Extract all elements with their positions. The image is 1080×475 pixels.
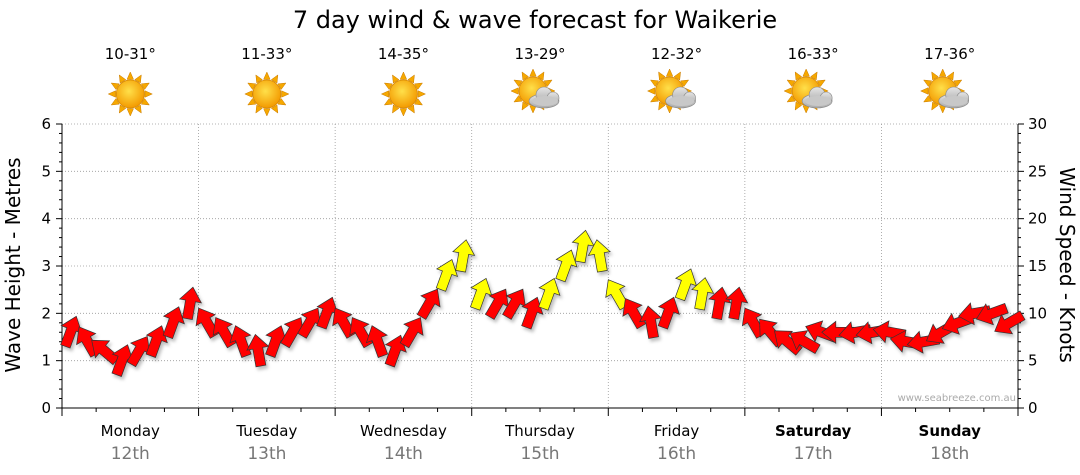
sun-icon bbox=[380, 71, 427, 117]
right-tick-label: 20 bbox=[1028, 210, 1047, 228]
day-name: Friday bbox=[654, 422, 700, 440]
left-tick-label: 2 bbox=[41, 304, 51, 322]
wind-arrow bbox=[657, 296, 680, 330]
left-tick-label: 3 bbox=[41, 257, 51, 275]
left-tick-label: 6 bbox=[41, 115, 51, 133]
day-name: Tuesday bbox=[235, 422, 297, 440]
day-temperature: 16-33° bbox=[788, 45, 839, 63]
partly-cloudy-icon bbox=[920, 68, 970, 114]
wind-arrow bbox=[195, 307, 220, 339]
day-date: 12th bbox=[111, 444, 150, 464]
wind-arrow bbox=[178, 286, 203, 320]
right-tick-label: 5 bbox=[1028, 352, 1038, 370]
wind-arrow bbox=[145, 325, 168, 358]
right-tick-label: 10 bbox=[1028, 304, 1047, 322]
wind-arrow bbox=[332, 307, 357, 339]
day-date: 16th bbox=[657, 444, 696, 464]
day-column-wednesday: 14-35° Wednesday 14th bbox=[360, 45, 447, 464]
day-temperature: 17-36° bbox=[924, 45, 975, 63]
left-tick-label: 5 bbox=[41, 162, 51, 180]
day-date: 18th bbox=[930, 444, 969, 464]
day-temperature: 14-35° bbox=[378, 45, 429, 63]
partly-cloudy-icon bbox=[646, 68, 696, 114]
wind-arrow bbox=[774, 330, 803, 356]
left-tick-label: 0 bbox=[41, 399, 51, 417]
right-tick-label: 30 bbox=[1028, 115, 1047, 133]
day-column-monday: 10-31° Monday 12th bbox=[101, 45, 160, 464]
sun-icon bbox=[107, 71, 153, 117]
wind-arrow bbox=[555, 249, 578, 283]
day-column-tuesday: 11-33° Tuesday 13th bbox=[235, 45, 297, 464]
left-tick-label: 1 bbox=[41, 352, 51, 370]
wind-arrows bbox=[60, 229, 1026, 377]
day-name: Sunday bbox=[919, 422, 982, 440]
day-temperature: 11-33° bbox=[241, 45, 292, 63]
day-name: Saturday bbox=[775, 422, 852, 440]
day-headers: 10-31° Monday 12th 11-33° Tuesday 13th 14-35° W… bbox=[101, 45, 981, 464]
credit-text: www.seabreeze.com.au bbox=[898, 393, 1016, 404]
right-tick-label: 0 bbox=[1028, 399, 1038, 417]
wind-arrow bbox=[416, 288, 441, 320]
day-temperature: 13-29° bbox=[514, 45, 565, 63]
day-temperature: 10-31° bbox=[105, 45, 156, 63]
wind-arrow bbox=[435, 258, 459, 292]
left-axis-title: Wave Height - Metres bbox=[1, 157, 25, 372]
day-name: Wednesday bbox=[360, 422, 447, 440]
wind-arrow bbox=[399, 317, 424, 349]
day-column-thursday: 13-29° Thursday 15th bbox=[504, 45, 575, 464]
wind-arrow bbox=[571, 229, 595, 264]
left-tick-label: 4 bbox=[41, 210, 51, 228]
wind-arrow bbox=[365, 325, 389, 358]
day-column-sunday: 17-36° Sunday 18th bbox=[919, 45, 982, 464]
day-name: Monday bbox=[101, 422, 160, 440]
grid-lines bbox=[62, 123, 1018, 408]
wind-arrow bbox=[246, 333, 270, 368]
wind-arrow bbox=[587, 239, 611, 273]
wind-arrow bbox=[538, 277, 561, 311]
partly-cloudy-icon bbox=[510, 68, 560, 114]
sun-icon bbox=[244, 71, 290, 117]
day-date: 14th bbox=[384, 444, 423, 464]
day-date: 15th bbox=[520, 444, 559, 464]
partly-cloudy-icon bbox=[783, 68, 833, 114]
day-temperature: 12-32° bbox=[651, 45, 702, 63]
day-column-friday: 12-32° Friday 16th bbox=[646, 45, 702, 464]
right-axis-title: Wind Speed - Knots bbox=[1055, 167, 1079, 363]
wind-arrow bbox=[212, 317, 237, 349]
chart-title: 7 day wind & wave forecast for Waikerie bbox=[293, 6, 777, 34]
wind-arrow bbox=[708, 286, 732, 320]
wind-arrow bbox=[162, 306, 185, 340]
right-tick-label: 15 bbox=[1028, 257, 1047, 275]
axes: 0 1 2 3 4 5 6 0 5 10 15 20 25 30 bbox=[41, 115, 1047, 417]
day-date: 17th bbox=[794, 444, 833, 464]
day-column-saturday: 16-33° Saturday 17th bbox=[775, 45, 852, 464]
wind-arrow bbox=[725, 286, 749, 320]
day-name: Thursday bbox=[504, 422, 575, 440]
wind-arrow bbox=[691, 277, 715, 311]
day-date: 13th bbox=[247, 444, 286, 464]
wind-arrow bbox=[521, 296, 544, 330]
wind-arrow bbox=[638, 305, 663, 339]
wind-arrow bbox=[789, 330, 821, 355]
wind-arrow bbox=[452, 239, 476, 273]
right-tick-label: 25 bbox=[1028, 162, 1047, 180]
wind-arrow bbox=[229, 325, 252, 358]
wind-arrow bbox=[994, 310, 1026, 335]
wind-arrow bbox=[674, 268, 698, 302]
wind-arrow bbox=[975, 303, 1009, 326]
